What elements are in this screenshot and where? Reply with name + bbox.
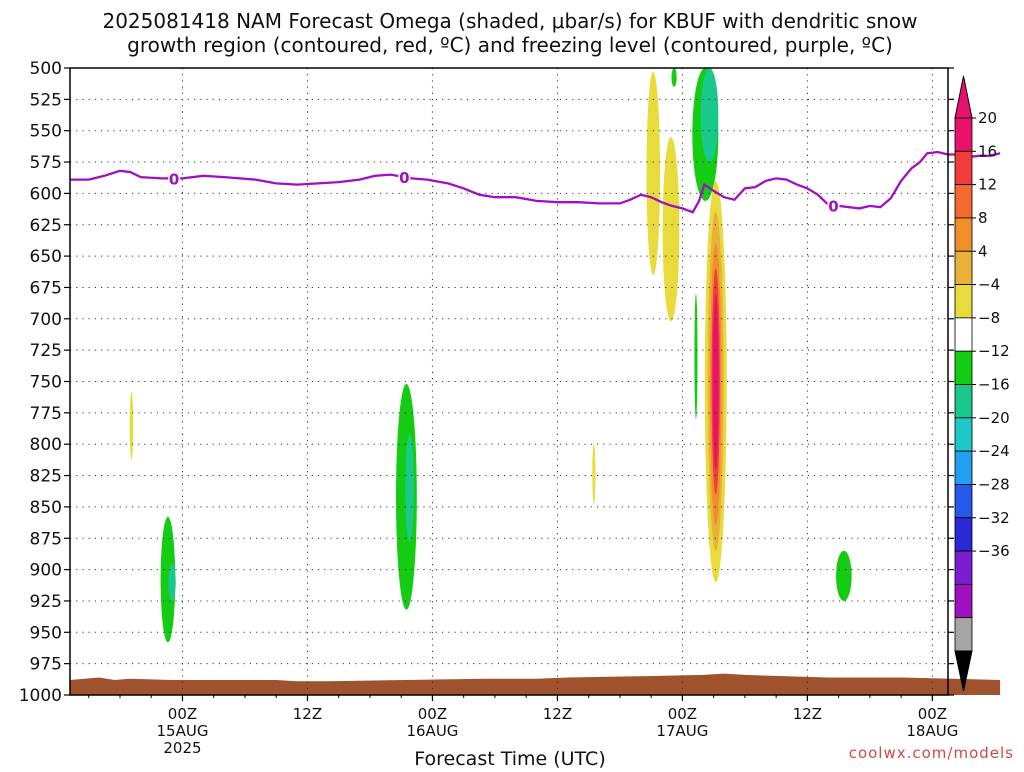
omega-region-7 [662, 136, 680, 322]
colorbar-label-8: −16 [978, 376, 1010, 394]
freezing-level-layer: 0 0 0 [70, 150, 1001, 215]
colorbar-label-3: 8 [978, 209, 988, 227]
x-tick-label-3-0: 12Z [543, 705, 572, 723]
x-tick-label-2-0: 00Z [418, 705, 447, 723]
y-tick-label-675: 675 [30, 278, 62, 298]
omega-region-5 [592, 444, 596, 505]
y-tick-label-500: 500 [30, 59, 62, 79]
colorbar-bin-9 [954, 417, 973, 452]
colorbar-top-arrow [954, 75, 973, 119]
freezing-label-bg-1 [398, 169, 411, 186]
colorbar-label-7: −12 [978, 342, 1010, 360]
y-tick-label-850: 850 [30, 498, 62, 518]
colorbar-bin-2 [954, 184, 973, 219]
y-tick-label-925: 925 [30, 592, 62, 612]
colorbar-bin-0 [954, 117, 973, 152]
colorbar-label-11: −28 [978, 475, 1010, 493]
x-tick-label-2-1: 16AUG [406, 722, 458, 740]
y-tick-label-550: 550 [30, 122, 62, 142]
omega-region-0 [160, 516, 176, 643]
omega-region-4 [405, 434, 414, 543]
y-tick-label-1000: 1000 [19, 686, 62, 706]
colorbar-bin-1 [954, 150, 973, 186]
omega-region-11 [694, 293, 698, 420]
colorbar-label-5: −4 [978, 276, 1000, 294]
freezing-label-bg-2 [827, 197, 840, 214]
y-tick-label-900: 900 [30, 561, 62, 581]
site-credit: coolwx.com/models [849, 744, 1014, 762]
y-tick-label-600: 600 [30, 184, 62, 204]
y-tick-label-525: 525 [30, 90, 62, 110]
colorbar-label-12: −32 [978, 509, 1010, 527]
y-tick-label-625: 625 [30, 216, 62, 236]
y-tick-label-975: 975 [30, 655, 62, 675]
grid-layer [70, 68, 948, 695]
freezing-label-bg-0 [168, 170, 181, 187]
y-tick-label-875: 875 [30, 529, 62, 549]
colorbar-label-6: −8 [978, 309, 1000, 327]
freezing-level-label-1: 0 [399, 169, 409, 187]
plot-frame [69, 67, 949, 696]
colorbar-bottom-arrow [954, 650, 973, 692]
colorbar-bin-10 [954, 450, 973, 485]
freezing-level-label-0: 0 [169, 170, 179, 188]
colorbar-bin-7 [954, 350, 973, 385]
x-tick-label-4-1: 17AUG [656, 722, 708, 740]
colorbar-bin-11 [954, 484, 973, 519]
y-tick-label-650: 650 [30, 247, 62, 267]
chart-title-line-2: growth region (contoured, red, ºC) and f… [127, 33, 893, 57]
y-tick-label-575: 575 [30, 153, 62, 173]
x-tick-label-0-2: 2025 [163, 739, 201, 757]
colorbar-bin-8 [954, 384, 973, 419]
terrain-fill [70, 673, 1001, 695]
x-tick-label-0-0: 00Z [168, 705, 197, 723]
colorbar-label-9: −20 [978, 409, 1010, 427]
freezing-level-label-2: 0 [828, 197, 838, 215]
freezing-level-line [70, 150, 1001, 214]
y-tick-label-700: 700 [30, 310, 62, 330]
colorbar-bin-5 [954, 284, 973, 319]
omega-shading-layer [129, 68, 852, 643]
omega-region-2 [129, 391, 134, 460]
x-tick-label-6-0: 00Z [918, 705, 947, 723]
x-tick-label-4-0: 00Z [668, 705, 697, 723]
x-axis-label: Forecast Time (UTC) [414, 748, 605, 768]
colorbar-label-2: 12 [978, 176, 997, 194]
colorbar-bin-14 [954, 583, 973, 619]
colorbar-bin-13 [954, 550, 973, 585]
y-tick-label-750: 750 [30, 373, 62, 393]
omega-region-8 [671, 68, 677, 87]
x-tick-label-5-0: 12Z [793, 705, 822, 723]
chart-title-line-1: 2025081418 NAM Forecast Omega (shaded, μ… [102, 9, 917, 33]
omega-region-10 [700, 68, 719, 163]
omega-region-17 [836, 550, 852, 601]
colorbar-bin-3 [954, 217, 973, 252]
colorbar-bin-4 [954, 250, 973, 285]
y-tick-label-825: 825 [30, 467, 62, 487]
colorbar-label-1: 16 [978, 142, 997, 160]
y-tick-label-800: 800 [30, 435, 62, 455]
x-tick-label-0-1: 15AUG [157, 722, 209, 740]
y-tick-label-725: 725 [30, 341, 62, 361]
colorbar-label-13: −36 [978, 542, 1010, 560]
colorbar-label-10: −24 [978, 442, 1010, 460]
y-axis: 500 525 550 575 600 625 650 675 700 725 750 775 800 8… [19, 59, 954, 706]
x-tick-label-6-1: 18AUG [906, 722, 958, 740]
y-tick-label-950: 950 [30, 623, 62, 643]
colorbar-label-0: 20 [978, 109, 997, 127]
colorbar: 20 16 12 8 4 −4 −8 −12 −16 −20 −24 −28 −32 −36 [954, 75, 1010, 692]
colorbar-bin-15 [954, 617, 973, 652]
colorbar-bin-6 [954, 317, 973, 352]
colorbar-label-4: 4 [978, 242, 988, 260]
terrain-layer [70, 673, 1001, 695]
omega-region-1 [168, 563, 176, 601]
omega-region-6 [646, 71, 661, 275]
x-tick-label-1-0: 12Z [293, 705, 322, 723]
y-tick-label-775: 775 [30, 404, 62, 424]
colorbar-bin-12 [954, 517, 973, 552]
